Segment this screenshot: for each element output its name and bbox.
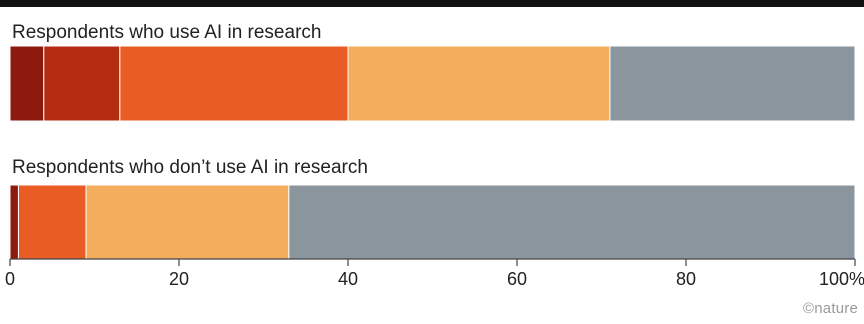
nature-credit: ©nature	[803, 300, 858, 317]
x-tick-label-4: 80	[676, 269, 696, 289]
x-tick-label-5: 100%	[819, 269, 864, 289]
bar-segment-1-2	[17, 184, 87, 260]
bar-segment-1-3	[85, 184, 290, 260]
bars-layer	[9, 45, 856, 260]
x-tick-label-2: 40	[338, 269, 358, 289]
bar-segment-1-0	[9, 184, 19, 260]
category-label-0: Respondents who use AI in research	[12, 22, 321, 43]
top-rule	[0, 0, 864, 7]
bar-segment-1-4	[288, 184, 856, 260]
bar-segment-0-0	[9, 45, 45, 122]
bar-segment-0-1	[43, 45, 121, 122]
x-tick-label-1: 20	[169, 269, 189, 289]
bar-segment-0-2	[119, 45, 349, 122]
x-tick-label-3: 60	[507, 269, 527, 289]
category-labels: Respondents who use AI in research Respon…	[12, 22, 368, 178]
x-tick-label-0: 0	[5, 269, 15, 289]
bar-segment-0-4	[609, 45, 856, 122]
bar-segment-0-3	[347, 45, 611, 122]
x-axis: 0 20 40 60 80 100%	[5, 258, 864, 289]
category-label-1: Respondents who don’t use AI in research	[12, 157, 368, 178]
